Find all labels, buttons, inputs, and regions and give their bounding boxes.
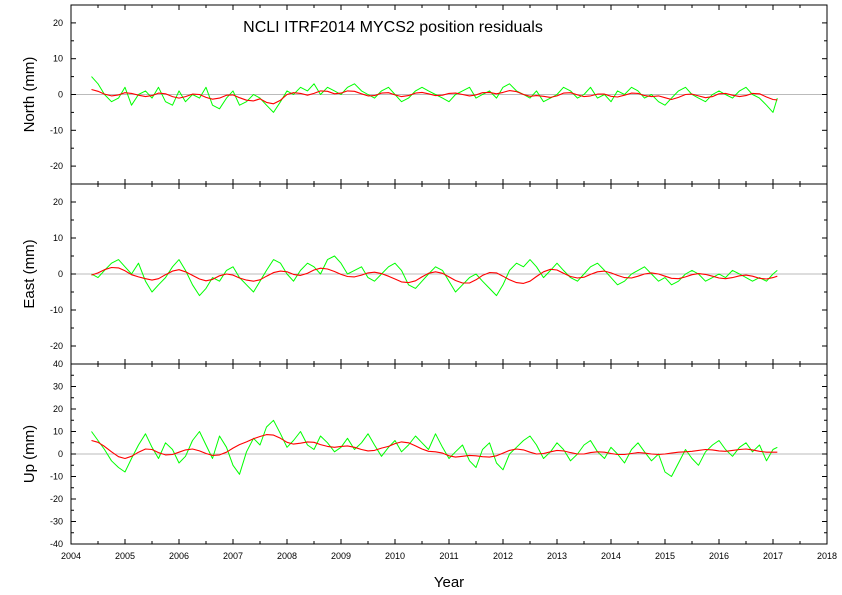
east-y-axis-title: East (mm) (21, 239, 38, 308)
up-y-tick-label: 10 (53, 427, 63, 437)
x-tick-label: 2018 (817, 551, 837, 561)
up-y-tick-label: -40 (50, 539, 63, 549)
east-y-tick-label: 20 (53, 197, 63, 207)
north-y-tick-label: 10 (53, 54, 63, 64)
north-residual-line (91, 76, 778, 113)
east-y-tick-label: -10 (50, 305, 63, 315)
panel-up: -40 -30 -20 -10 0 10 20 30 40 Up (mm) (21, 359, 828, 549)
x-tick-label: 2014 (601, 551, 621, 561)
x-tick-label: 2004 (61, 551, 81, 561)
x-tick-label: 2016 (709, 551, 729, 561)
up-y-tick-label: 40 (53, 359, 63, 369)
x-tick-label: 2013 (547, 551, 567, 561)
up-residual-line (91, 419, 778, 477)
north-y-tick-label: -20 (50, 161, 63, 171)
up-y-tick-label: 20 (53, 404, 63, 414)
north-y-tick-label: 20 (53, 18, 63, 28)
north-fit-line (91, 88, 778, 105)
x-axis-title: Year (434, 574, 464, 591)
east-y-tick-label: -20 (50, 341, 63, 351)
north-y-tick-label: 0 (58, 90, 63, 100)
up-y-tick-label: 30 (53, 382, 63, 392)
up-y-tick-label: 0 (58, 449, 63, 459)
north-y-axis-title: North (mm) (21, 57, 38, 133)
up-y-axis-title: Up (mm) (21, 425, 38, 483)
up-fit-line (91, 434, 778, 460)
x-tick-label: 2017 (763, 551, 783, 561)
x-tick-label: 2011 (439, 551, 458, 561)
east-residual-line (91, 255, 778, 297)
x-tick-label: 2010 (385, 551, 405, 561)
east-fit-line (91, 266, 778, 284)
x-tick-label: 2009 (331, 551, 351, 561)
east-y-tick-label: 10 (53, 233, 63, 243)
x-tick-label: 2012 (493, 551, 513, 561)
up-y-tick-label: -10 (50, 472, 63, 482)
up-y-tick-label: -30 (50, 517, 63, 527)
panel-east: -20 -10 0 10 20 East (mm) (21, 183, 828, 365)
chart-title: NCLI ITRF2014 MYCS2 position residuals (243, 19, 543, 36)
x-tick-label: 2005 (115, 551, 135, 561)
east-y-tick-label: 0 (58, 269, 63, 279)
up-y-tick-label: -20 (50, 494, 63, 504)
x-tick-label: 2007 (223, 551, 243, 561)
panels-group: -20 -10 0 10 20 North (mm) -20 -10 0 10 20 East (mm… (21, 4, 837, 561)
x-tick-label: 2015 (655, 551, 675, 561)
north-y-tick-label: -10 (50, 125, 63, 135)
x-tick-label: 2006 (169, 551, 189, 561)
x-tick-label: 2008 (277, 551, 297, 561)
